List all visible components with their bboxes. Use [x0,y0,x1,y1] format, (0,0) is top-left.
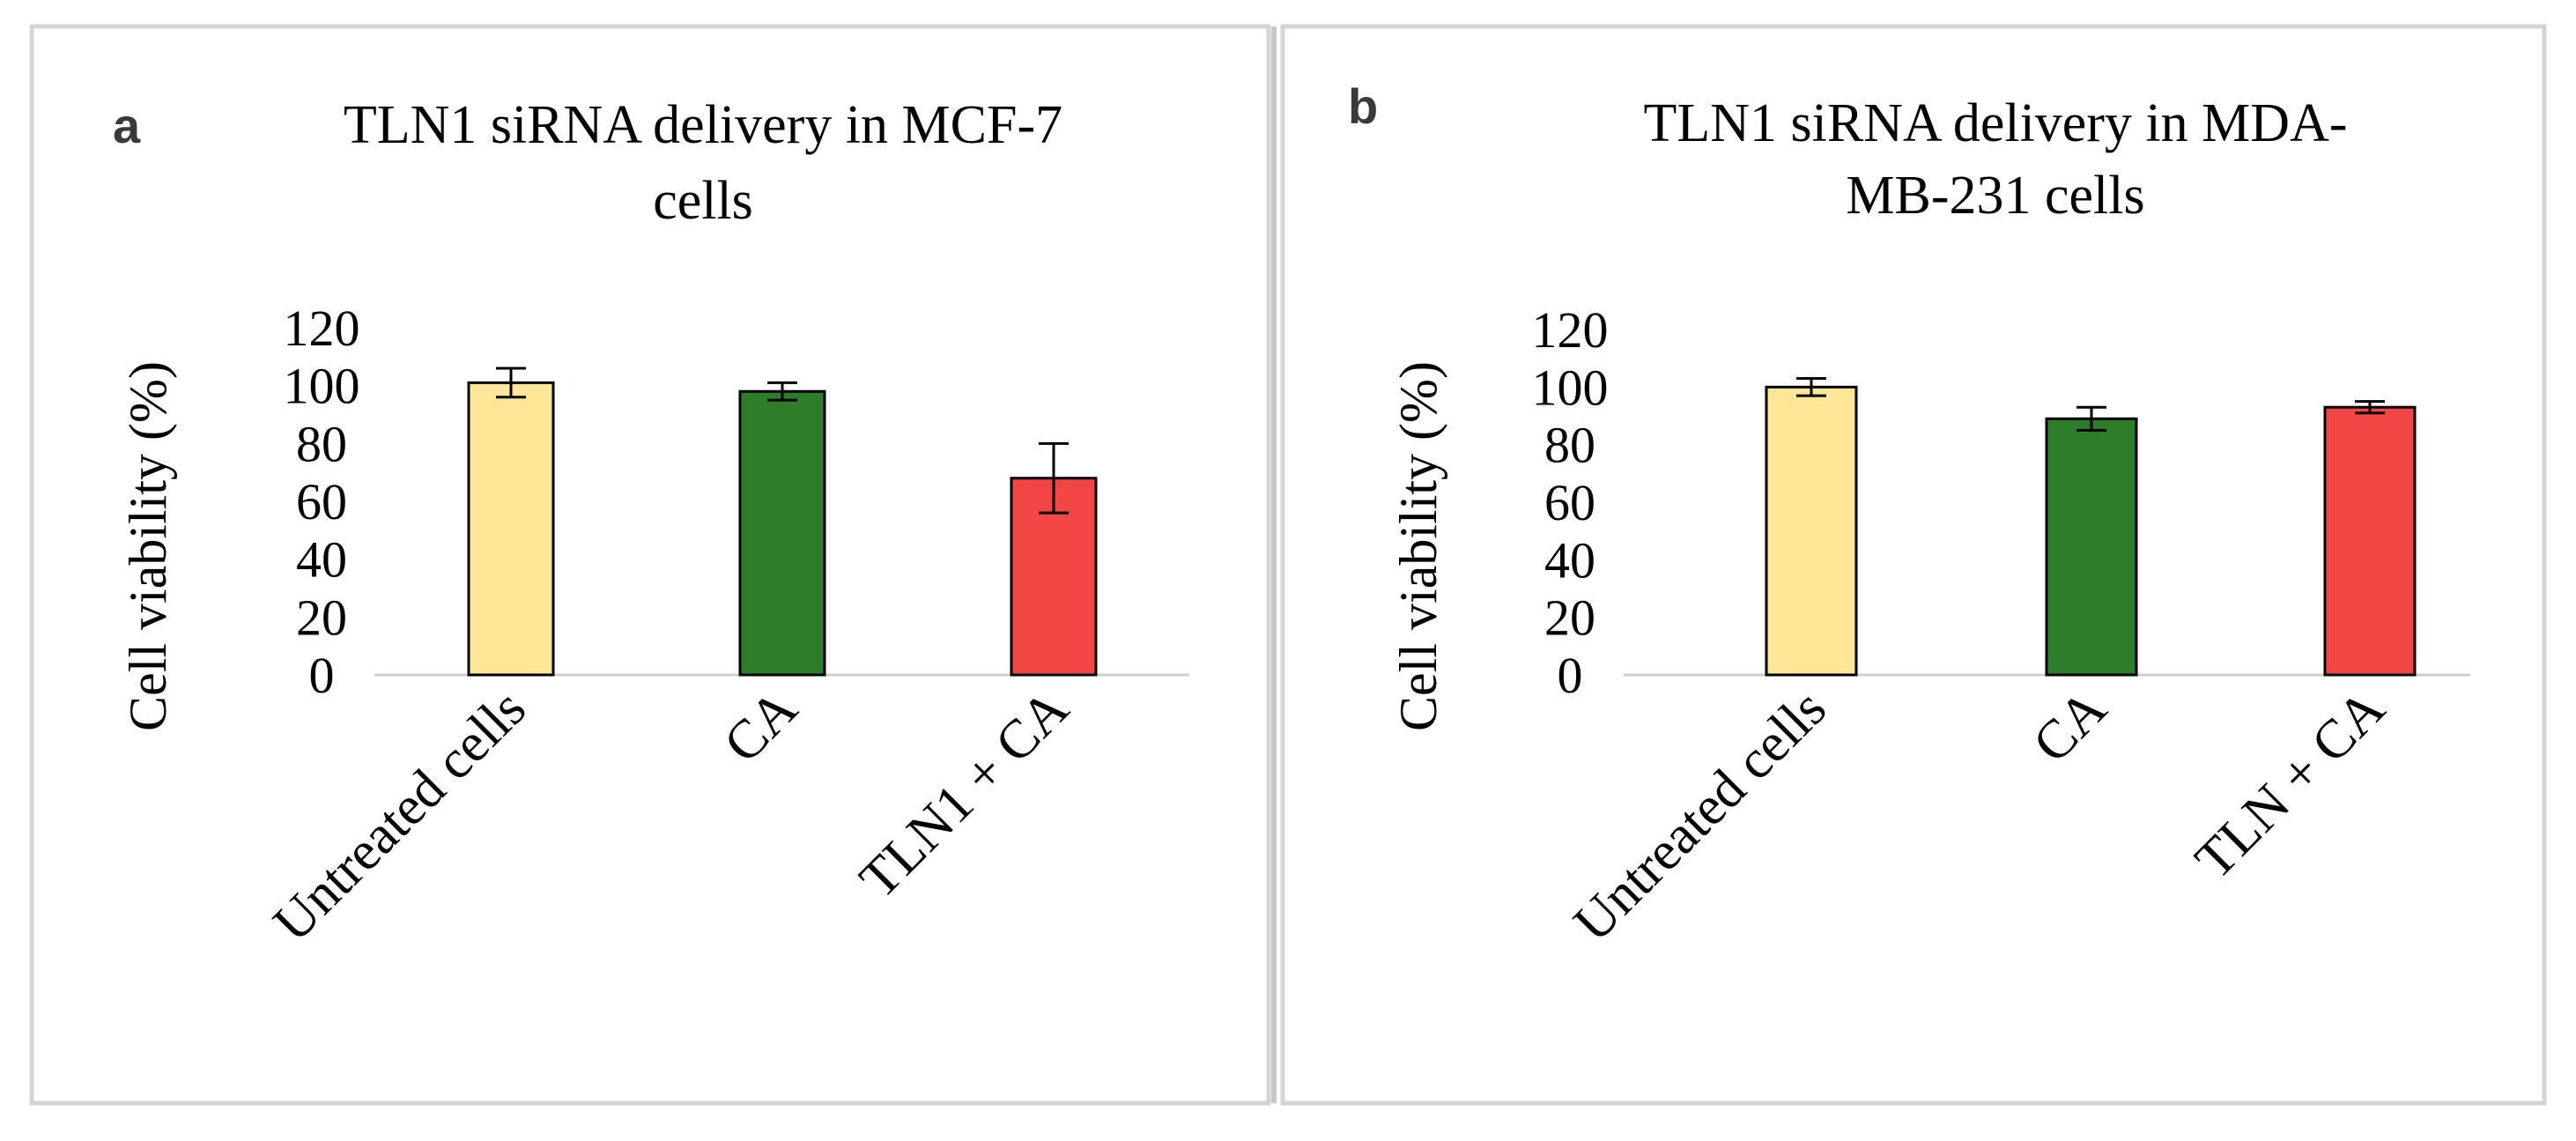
chart-title-line: TLN1 siRNA delivery in MDA- [1643,93,2347,153]
bar [1765,385,1858,677]
panel-b-letter: b [1348,78,1378,134]
y-tick-label: 120 [1532,301,1609,359]
y-tick-label: 60 [296,473,347,530]
bar [738,389,826,677]
y-tick-label: 0 [1558,647,1583,704]
chart-title-line: cells [653,171,753,231]
bar [2045,417,2138,677]
y-axis-label: Cell viability (%) [1389,361,1447,731]
y-tick-label: 80 [296,415,347,472]
y-tick-label: 80 [1544,417,1595,474]
bar [467,381,555,677]
y-tick-label: 100 [1532,359,1609,416]
y-tick-label: 100 [284,358,360,415]
y-tick-label: 60 [1544,474,1595,531]
chart-title-line: MB-231 cells [1846,166,2144,226]
y-tick-label: 0 [309,647,335,704]
y-tick-label: 40 [1544,531,1595,589]
y-axis-label: Cell viability (%) [119,361,177,731]
y-tick-label: 20 [1544,589,1595,647]
y-tick-label: 20 [296,589,347,646]
chart-title-line: TLN1 siRNA delivery in MCF-7 [344,95,1062,155]
bar [2323,405,2417,677]
y-tick-label: 120 [284,300,360,357]
panel-a-letter: a [113,98,141,153]
y-tick-label: 40 [296,531,347,589]
